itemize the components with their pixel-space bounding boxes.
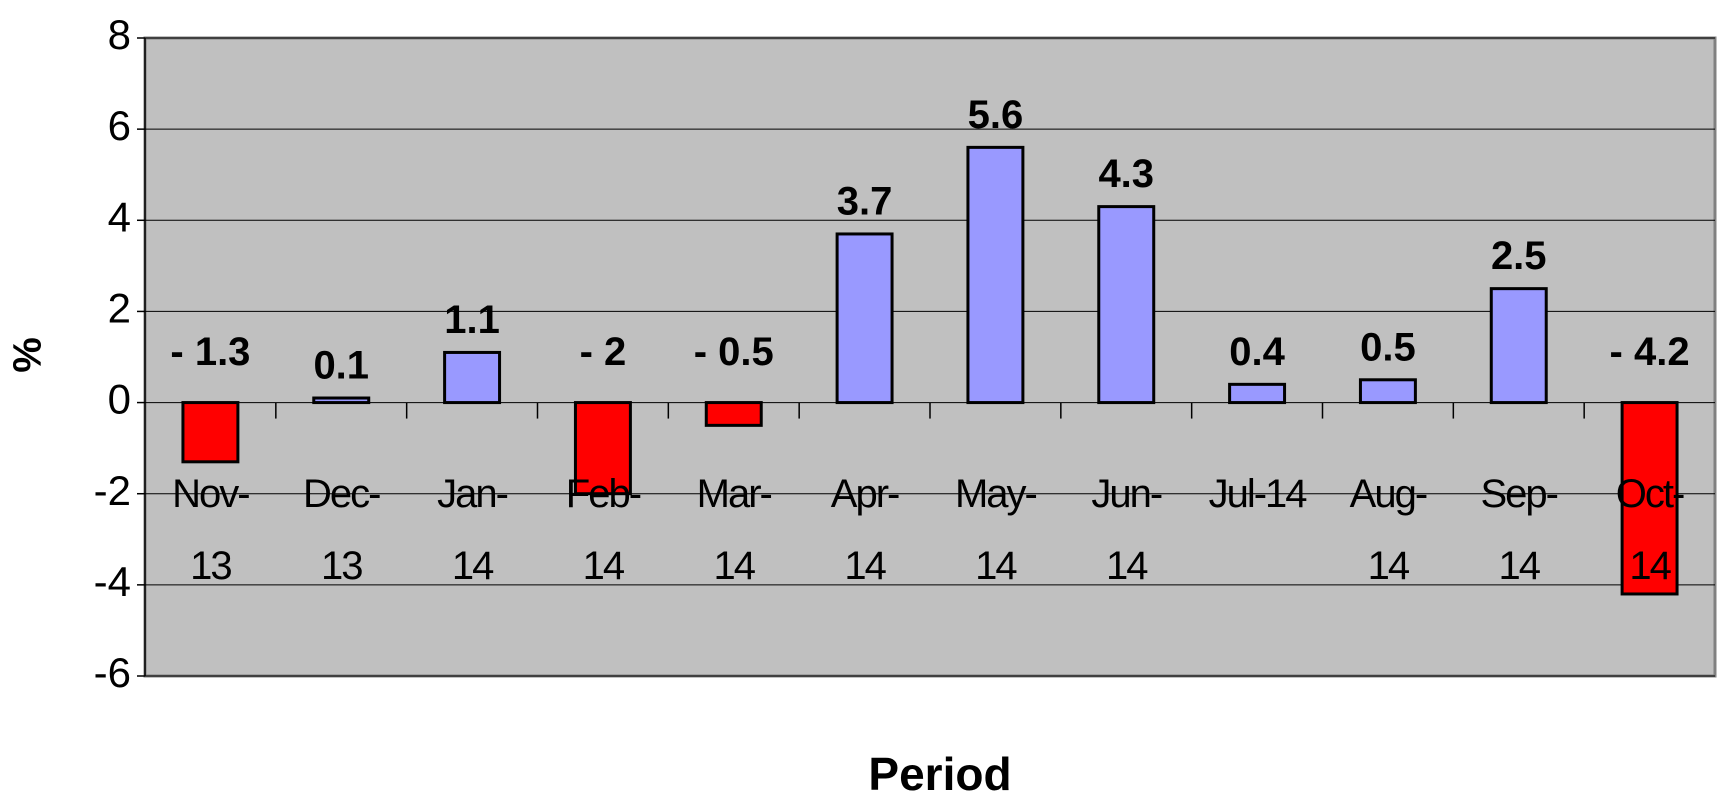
value-label: 0.1 <box>313 344 369 388</box>
y-axis-label: % <box>6 337 50 373</box>
value-label: - 2 <box>580 330 627 374</box>
bar <box>573 401 632 496</box>
x-tick-label: Jul-14 <box>1208 471 1308 516</box>
value-label: 3.7 <box>837 180 893 224</box>
value-label: 1.1 <box>444 298 500 342</box>
y-tick-label: -4 <box>94 558 131 605</box>
value-label: 5.6 <box>968 93 1024 137</box>
bar <box>1228 382 1287 405</box>
bar <box>1489 287 1548 405</box>
x-tick-label: Feb-14 <box>565 471 642 588</box>
x-tick-label: Aug-14 <box>1349 471 1429 588</box>
y-tick-label: 4 <box>108 193 131 240</box>
x-tick-label: May-14 <box>954 471 1038 588</box>
bar <box>443 350 502 405</box>
value-label: - 0.5 <box>694 330 774 374</box>
x-tick-label: Apr-14 <box>830 471 901 588</box>
value-label: 0.5 <box>1360 325 1416 369</box>
value-label: - 4.2 <box>1610 330 1690 374</box>
x-tick-label: Dec-13 <box>303 471 381 588</box>
value-label: 4.3 <box>1098 152 1154 196</box>
bar <box>1620 401 1679 596</box>
x-tick-label: Jan-14 <box>437 471 509 588</box>
x-tick-label: Oct-14 <box>1615 471 1686 588</box>
bar <box>966 145 1025 405</box>
x-tick-label: Nov-13 <box>172 471 250 588</box>
y-tick-label: 2 <box>108 285 131 332</box>
bar <box>181 401 240 464</box>
x-tick-label: Jun-14 <box>1091 471 1163 588</box>
x-tick-label: Sep-14 <box>1480 471 1560 588</box>
bar <box>312 396 371 405</box>
value-label: - 1.3 <box>170 330 250 374</box>
bar <box>835 232 894 405</box>
value-label: 0.4 <box>1229 330 1285 374</box>
plot-area <box>143 36 1717 678</box>
bar <box>1097 205 1156 405</box>
value-label: 2.5 <box>1491 234 1547 278</box>
y-tick-label: 8 <box>108 11 131 58</box>
bar <box>704 401 763 427</box>
y-tick-label: 6 <box>108 102 131 149</box>
x-tick-label: Mar-14 <box>696 471 773 588</box>
x-axis-label: Period <box>868 748 1011 800</box>
y-tick-label: -2 <box>94 467 131 514</box>
bar <box>1358 378 1417 405</box>
y-tick-label: -6 <box>94 649 131 696</box>
y-tick-label: 0 <box>108 376 131 423</box>
